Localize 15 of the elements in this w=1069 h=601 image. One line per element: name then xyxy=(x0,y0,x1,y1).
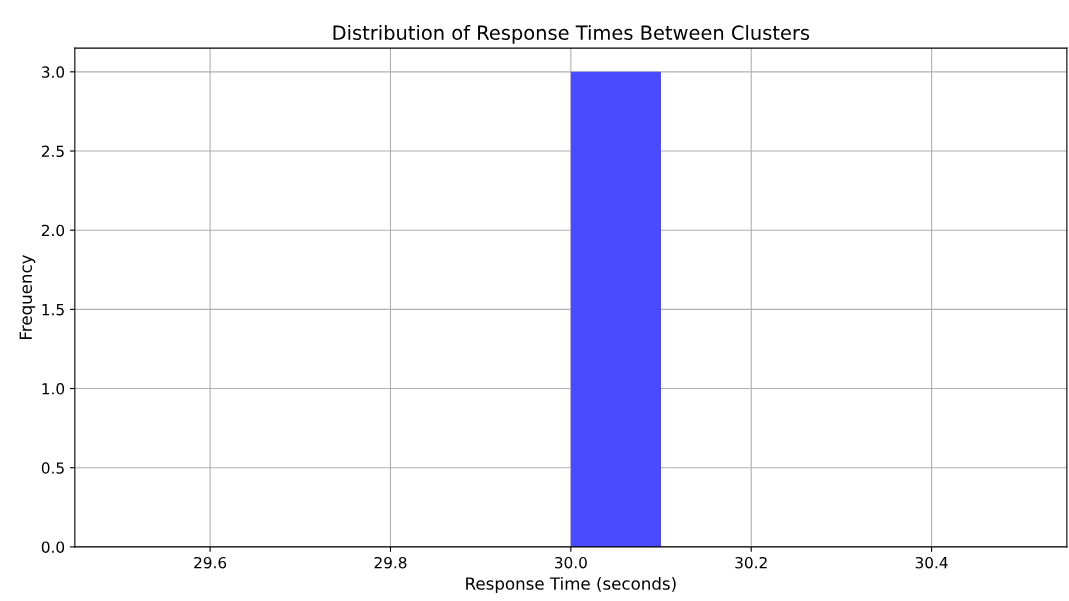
y-tick-label: 0.0 xyxy=(41,541,65,553)
y-tick-label: 1.0 xyxy=(42,383,65,395)
x-tick-label: 29.6 xyxy=(194,556,227,569)
y-tick-label: 1.5 xyxy=(42,304,64,316)
x-axis-title: Response Time (seconds) xyxy=(466,576,676,594)
x-tick-label: 30.2 xyxy=(735,556,767,569)
x-tick-label: 29.8 xyxy=(374,556,407,569)
y-tick-label: 3.0 xyxy=(41,66,65,78)
chart-title: Distribution of Response Times Between Clusters xyxy=(333,24,810,44)
y-axis-title: Frequency xyxy=(19,254,36,339)
y-tick-label: 2.5 xyxy=(41,145,64,158)
x-tick-label: 30.4 xyxy=(915,556,948,569)
x-tick-label: 30.0 xyxy=(555,556,587,569)
y-tick-label: 0.5 xyxy=(41,462,64,474)
y-tick-label: 2.0 xyxy=(41,224,65,237)
